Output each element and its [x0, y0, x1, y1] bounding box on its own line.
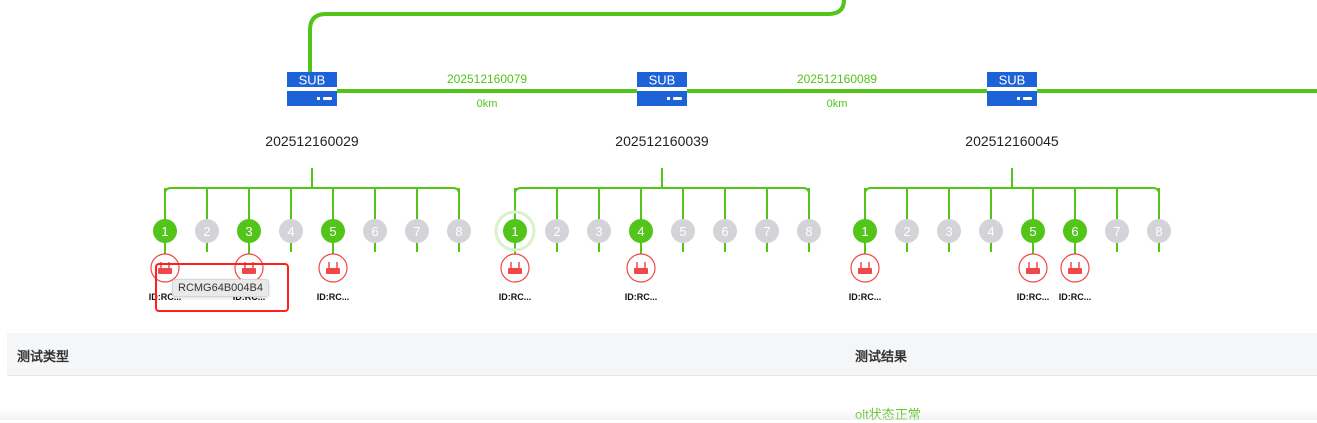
- port-3[interactable]: [587, 219, 611, 243]
- router-body: [242, 268, 256, 274]
- test-result-table: 测试类型 测试结果 olt状态正常: [7, 333, 1317, 422]
- port-number: 7: [413, 224, 420, 239]
- port-4[interactable]: [979, 219, 1003, 243]
- ont-label: ID:RC...: [149, 292, 182, 302]
- header-test-result: 测试结果: [855, 349, 908, 364]
- port-number: 1: [161, 224, 168, 239]
- port-6[interactable]: [1063, 219, 1087, 243]
- ont-tooltip: RCMG64B004B4: [172, 279, 269, 297]
- router-body: [858, 268, 872, 274]
- port-number: 5: [329, 224, 336, 239]
- port-number: 8: [1155, 224, 1162, 239]
- port-5[interactable]: [321, 219, 345, 243]
- sub-name: 202512160045: [965, 133, 1059, 149]
- sub-node-bottom[interactable]: [987, 91, 1037, 106]
- sub-name: 202512160029: [265, 133, 359, 149]
- port-4[interactable]: [629, 219, 653, 243]
- tree-bus: [514, 187, 810, 206]
- sub-led-icon: [667, 97, 670, 100]
- sub-led-icon: [323, 97, 332, 100]
- port-1[interactable]: [853, 219, 877, 243]
- sub-badge: SUB: [299, 73, 326, 88]
- port-number: 6: [371, 224, 378, 239]
- header-test-type: 测试类型: [17, 349, 70, 364]
- port-2[interactable]: [895, 219, 919, 243]
- port-selected-ring: [494, 210, 536, 252]
- port-number: 8: [805, 224, 812, 239]
- router-body: [634, 268, 648, 274]
- sub-led-icon: [1023, 97, 1032, 100]
- uplink-line: [308, 0, 846, 72]
- port-5[interactable]: [671, 219, 695, 243]
- port-number: 3: [945, 224, 952, 239]
- port-number: 5: [1029, 224, 1036, 239]
- sub-name: 202512160039: [615, 133, 709, 149]
- port-number: 1: [511, 224, 518, 239]
- port-7[interactable]: [405, 219, 429, 243]
- ont-label: ID:RC...: [317, 292, 350, 302]
- port-3[interactable]: [937, 219, 961, 243]
- port-number: 3: [245, 224, 252, 239]
- sub-node-top[interactable]: [287, 72, 337, 87]
- port-8[interactable]: [1147, 219, 1171, 243]
- tree-bus: [164, 187, 460, 206]
- sub-node-top[interactable]: [987, 72, 1037, 87]
- sub-led-icon: [317, 97, 320, 100]
- highlight-box: [155, 263, 289, 312]
- port-number: 2: [903, 224, 910, 239]
- port-number: 6: [1071, 224, 1078, 239]
- router-body: [1068, 268, 1082, 274]
- port-number: 5: [679, 224, 686, 239]
- router-body: [158, 268, 172, 274]
- port-1[interactable]: [153, 219, 177, 243]
- port-number: 1: [861, 224, 868, 239]
- link-name: 202512160089: [797, 72, 877, 86]
- port-8[interactable]: [797, 219, 821, 243]
- port-5[interactable]: [1021, 219, 1045, 243]
- link-distance: 0km: [477, 98, 498, 110]
- ont-label: ID:RC...: [1059, 292, 1092, 302]
- link-distance: 0km: [827, 98, 848, 110]
- link-name: 202512160079: [447, 72, 527, 86]
- sub-badge: SUB: [649, 73, 676, 88]
- port-2[interactable]: [195, 219, 219, 243]
- sub-node-top[interactable]: [637, 72, 687, 87]
- port-6[interactable]: [713, 219, 737, 243]
- port-7[interactable]: [1105, 219, 1129, 243]
- sub-led-icon: [673, 97, 682, 100]
- sub-node-bottom[interactable]: [287, 91, 337, 106]
- port-1[interactable]: [503, 219, 527, 243]
- ont-label: ID:RC...: [1017, 292, 1050, 302]
- port-number: 3: [595, 224, 602, 239]
- ont-label: ID:RC...: [499, 292, 532, 302]
- tree-bus: [864, 187, 1160, 206]
- port-3[interactable]: [237, 219, 261, 243]
- ont-label: ID:RC...: [849, 292, 882, 302]
- port-number: 7: [1113, 224, 1120, 239]
- bottom-shadow: [0, 408, 1317, 420]
- router-body: [508, 268, 522, 274]
- port-7[interactable]: [755, 219, 779, 243]
- port-number: 7: [763, 224, 770, 239]
- sub-node-bottom[interactable]: [637, 91, 687, 106]
- port-6[interactable]: [363, 219, 387, 243]
- topology-diagram: 202512160079 0km 202512160089 0km SUB 2025121…: [149, 0, 1317, 302]
- ont-label: ID:RC...: [625, 292, 658, 302]
- port-number: 8: [455, 224, 462, 239]
- port-number: 4: [987, 224, 994, 239]
- port-2[interactable]: [545, 219, 569, 243]
- sub-led-icon: [1017, 97, 1020, 100]
- port-number: 2: [203, 224, 210, 239]
- port-number: 4: [637, 224, 644, 239]
- port-number: 6: [721, 224, 728, 239]
- port-8[interactable]: [447, 219, 471, 243]
- port-4[interactable]: [279, 219, 303, 243]
- router-body: [326, 268, 340, 274]
- table-header: 测试类型 测试结果: [7, 333, 1317, 376]
- port-number: 4: [287, 224, 294, 239]
- sub-badge: SUB: [999, 73, 1026, 88]
- port-number: 2: [553, 224, 560, 239]
- ont-label: ID:RC...: [233, 292, 266, 302]
- router-body: [1026, 268, 1040, 274]
